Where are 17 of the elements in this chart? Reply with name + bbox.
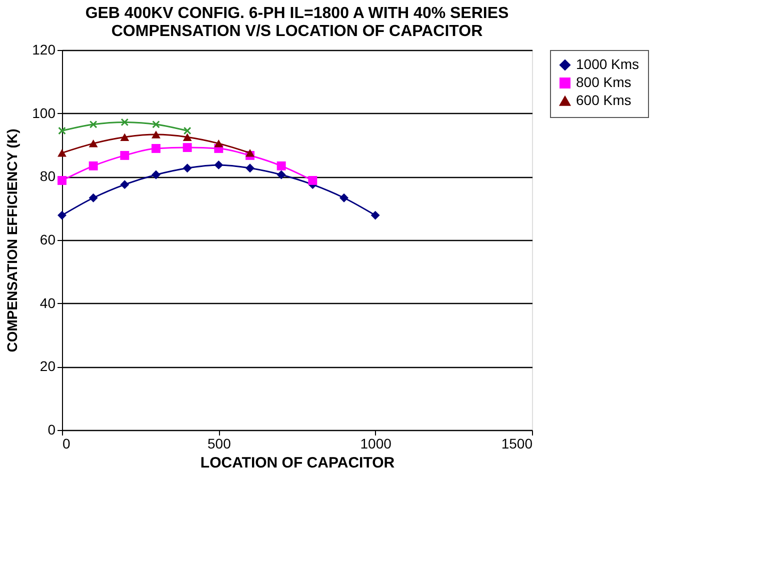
y-tick-label: 20: [40, 358, 56, 374]
y-tick-label: 100: [32, 104, 56, 121]
y-tick-label: 0: [48, 422, 56, 438]
y-tick-label: 120: [32, 42, 56, 58]
x-tick-label: 1500: [501, 436, 533, 452]
legend-label: 600 Kms: [576, 92, 632, 108]
x-tick-label: 0: [62, 436, 70, 452]
legend-label: 800 Kms: [576, 74, 632, 90]
legend-label: 1000 Kms: [576, 56, 640, 72]
x-axis-title: LOCATION OF CAPACITOR: [200, 454, 395, 472]
x-tick-label: 1000: [360, 436, 392, 452]
x-tick-label: 500: [207, 436, 232, 452]
chart-title: GEB 400KV CONFIG. 6-PH IL=1800 A WITH 40% SERIES COMPENSATION V/S LOCATION OF CAPACITOR: [85, 5, 510, 40]
y-tick-label: 80: [40, 168, 56, 184]
y-tick-label: 40: [40, 294, 56, 311]
y-axis-title: COMPENSATION EFFICIENCY (K): [4, 128, 20, 352]
y-tick-label: 60: [40, 232, 56, 248]
